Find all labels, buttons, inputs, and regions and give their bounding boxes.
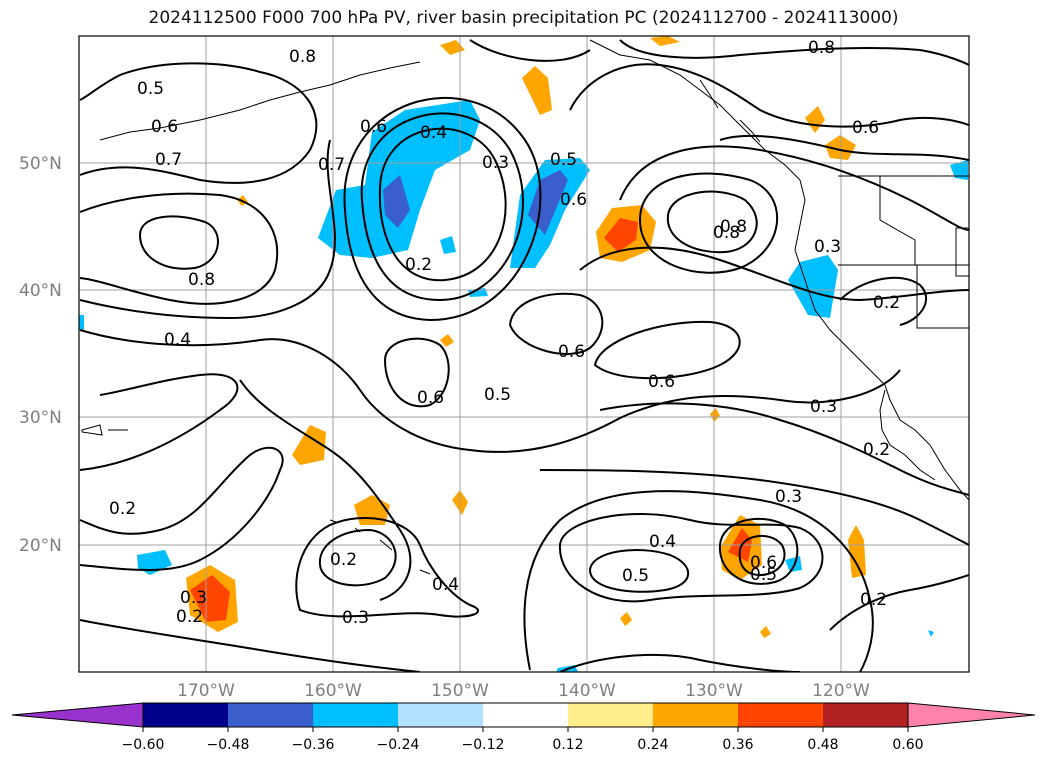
contour-label: 0.8 bbox=[188, 270, 215, 290]
map-frame bbox=[78, 35, 970, 673]
contour-label: 0.2 bbox=[109, 499, 136, 519]
contour-label: 0.2 bbox=[176, 607, 203, 627]
contour-label: 0.7 bbox=[318, 155, 345, 175]
negative-precip-shading bbox=[79, 100, 968, 672]
lon-label: 140°W bbox=[558, 681, 616, 701]
contour-label: 0.8 bbox=[713, 223, 740, 243]
colorbar-swatch bbox=[653, 703, 738, 727]
colorbar-swatch bbox=[398, 703, 483, 727]
contour-label: 0.3 bbox=[482, 153, 509, 173]
colorbar-swatch bbox=[483, 703, 568, 727]
colorbar-tick-label: 0.60 bbox=[892, 737, 923, 753]
colorbar: −0.60 −0.48 −0.36 −0.24 −0.12 0.12 0.24 0.36 0.4… bbox=[11, 702, 1036, 753]
colorbar-tick-label: −0.24 bbox=[377, 737, 420, 753]
contour-label: 0.6 bbox=[852, 118, 879, 138]
contour-label: 0.2 bbox=[863, 440, 890, 460]
contour-label: 0.5 bbox=[550, 150, 577, 170]
contour-label: 0.6 bbox=[750, 553, 777, 573]
contour-label: 0.4 bbox=[164, 330, 191, 350]
contour-label: 0.3 bbox=[342, 608, 369, 628]
coastlines bbox=[81, 39, 969, 575]
contour-labels: 0.5 0.6 0.7 0.8 0.6 0.4 0.3 0.5 0.6 0.2 … bbox=[109, 38, 900, 628]
contour-label: 0.6 bbox=[558, 342, 585, 362]
lon-label: 130°W bbox=[685, 681, 743, 701]
colorbar-tick-label: −0.48 bbox=[207, 737, 250, 753]
contour-label: 0.2 bbox=[860, 590, 887, 610]
colorbar-tick-label: 0.12 bbox=[552, 737, 583, 753]
contour-label: 0.5 bbox=[750, 565, 777, 585]
contour-label: 0.6 bbox=[151, 117, 178, 137]
contour-label: 0.4 bbox=[649, 532, 676, 552]
colorbar-swatch bbox=[228, 703, 313, 727]
map-title: 2024112500 F000 700 hPa PV, river basin … bbox=[148, 8, 899, 28]
contour-label: 0.4 bbox=[420, 123, 447, 143]
contour-label: 0.8 bbox=[720, 217, 747, 237]
contour-label: 0.8 bbox=[808, 38, 835, 58]
lat-label: 40°N bbox=[19, 281, 62, 301]
colorbar-swatch bbox=[738, 703, 823, 727]
contour-label: 0.3 bbox=[810, 397, 837, 417]
contour-label: 0.2 bbox=[873, 293, 900, 313]
contour-label: 0.2 bbox=[405, 255, 432, 275]
colorbar-frame bbox=[142, 702, 909, 728]
colorbar-tick-label: −0.36 bbox=[292, 737, 335, 753]
contour-label: 0.5 bbox=[484, 385, 511, 405]
contour-label: 0.3 bbox=[814, 237, 841, 257]
contour-label: 0.6 bbox=[417, 388, 444, 408]
lon-label: 160°W bbox=[304, 681, 362, 701]
colorbar-swatch bbox=[313, 703, 398, 727]
colorbar-tick-label: −0.60 bbox=[122, 737, 165, 753]
pv-contours bbox=[79, 39, 969, 672]
lat-label: 50°N bbox=[19, 154, 62, 174]
gridlines bbox=[79, 36, 969, 672]
contour-label: 0.3 bbox=[180, 588, 207, 608]
colorbar-extend-max bbox=[907, 702, 1036, 728]
contour-label: 0.6 bbox=[360, 117, 387, 137]
colorbar-tick-label: −0.12 bbox=[462, 737, 505, 753]
positive-precip-shading bbox=[186, 36, 866, 638]
contour-label: 0.6 bbox=[560, 190, 587, 210]
contour-label: 0.8 bbox=[289, 47, 316, 67]
lat-label: 20°N bbox=[19, 536, 62, 556]
colorbar-tick-label: 0.24 bbox=[637, 737, 668, 753]
lat-label: 30°N bbox=[19, 408, 62, 428]
colorbar-extend-min bbox=[11, 702, 144, 728]
colorbar-swatch bbox=[568, 703, 653, 727]
contour-label: 0.5 bbox=[137, 79, 164, 99]
colorbar-tick-label: 0.36 bbox=[722, 737, 753, 753]
lon-label: 120°W bbox=[812, 681, 870, 701]
contour-label: 0.7 bbox=[155, 150, 182, 170]
colorbar-swatch bbox=[823, 703, 908, 727]
colorbar-swatch bbox=[143, 703, 228, 727]
colorbar-tick-label: 0.48 bbox=[807, 737, 838, 753]
contour-label: 0.2 bbox=[330, 550, 357, 570]
longitude-labels: 170°W 160°W 150°W 140°W 130°W 120°W bbox=[177, 681, 870, 701]
lon-label: 150°W bbox=[431, 681, 489, 701]
contour-label: 0.6 bbox=[648, 372, 675, 392]
latitude-labels: 50°N 40°N 30°N 20°N bbox=[19, 154, 62, 556]
lon-label: 170°W bbox=[177, 681, 235, 701]
contour-label: 0.5 bbox=[622, 566, 649, 586]
contour-label: 0.4 bbox=[432, 575, 459, 595]
contour-label: 0.3 bbox=[775, 487, 802, 507]
